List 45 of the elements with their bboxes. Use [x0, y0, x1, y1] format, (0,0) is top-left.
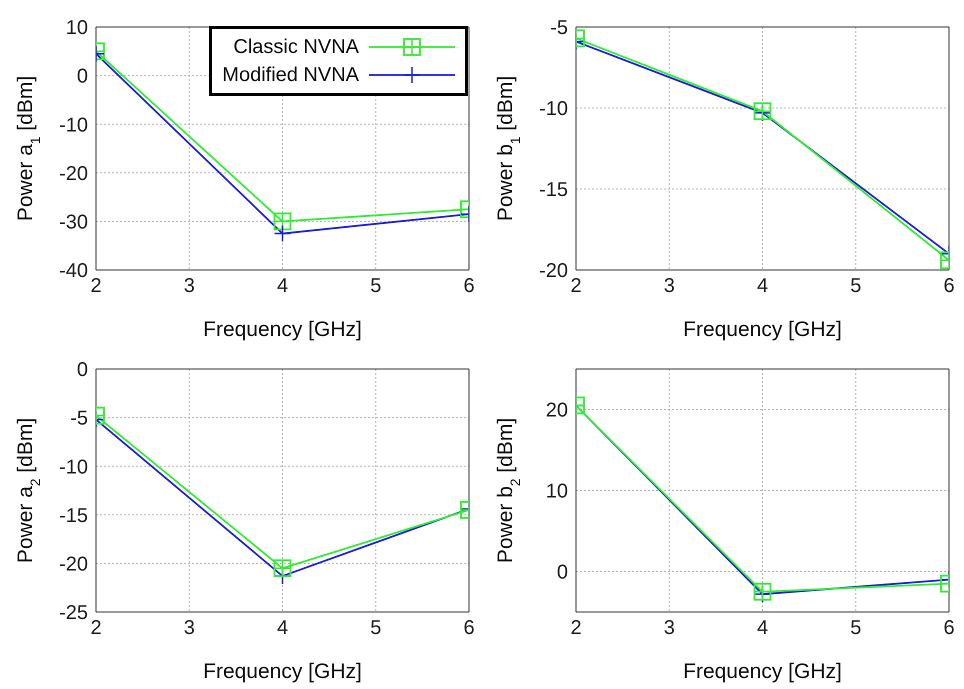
- y-tick-label: -10: [59, 456, 88, 478]
- x-tick-label: 5: [850, 275, 862, 298]
- x-tick-label: 4: [756, 617, 768, 640]
- y-tick-label: -25: [59, 602, 88, 624]
- y-tick-label: -5: [70, 408, 88, 430]
- legend-label: Modified NVNA: [222, 64, 359, 86]
- legend-label: Classic NVNA: [233, 36, 359, 58]
- x-axis-title: Frequency [GHz]: [203, 318, 362, 341]
- y-tick-label: 10: [66, 17, 88, 40]
- x-tick-label: 3: [184, 617, 195, 640]
- x-axis-title: Frequency [GHz]: [683, 660, 842, 683]
- x-tick-label: 2: [570, 275, 582, 298]
- x-tick-label: 5: [370, 617, 382, 640]
- x-tick-label: 6: [943, 275, 955, 298]
- x-tick-label: 6: [463, 275, 475, 298]
- y-tick-label: -15: [59, 504, 88, 527]
- x-tick-label: 2: [90, 275, 102, 298]
- x-tick-label: 2: [90, 617, 102, 640]
- y-tick-label: 0: [76, 359, 88, 382]
- y-tick-label: 20: [546, 400, 568, 422]
- x-tick-label: 3: [664, 275, 675, 298]
- x-tick-label: 5: [850, 617, 862, 640]
- y-tick-label: -20: [59, 162, 88, 185]
- y-tick-label: -5: [550, 17, 568, 40]
- y-tick-label: -10: [59, 114, 88, 136]
- y-tick-label: -10: [539, 98, 568, 120]
- x-tick-label: 2: [570, 617, 582, 640]
- x-tick-label: 6: [943, 617, 955, 640]
- x-tick-label: 4: [276, 275, 288, 298]
- x-axis-title: Frequency [GHz]: [683, 318, 842, 341]
- x-tick-label: 4: [756, 275, 768, 298]
- y-tick-label: -15: [539, 179, 568, 202]
- x-tick-label: 6: [463, 617, 475, 640]
- y-tick-label: 0: [76, 66, 88, 88]
- y-tick-label: -20: [59, 554, 88, 576]
- x-axis-title: Frequency [GHz]: [203, 660, 362, 683]
- y-tick-label: 10: [546, 480, 568, 503]
- x-tick-label: 3: [664, 617, 675, 640]
- x-tick-label: 4: [276, 617, 288, 640]
- y-tick-label: -30: [59, 212, 88, 234]
- x-tick-label: 3: [184, 275, 195, 298]
- y-tick-label: -20: [539, 260, 568, 282]
- x-tick-label: 5: [370, 275, 382, 298]
- y-tick-label: 0: [556, 562, 568, 584]
- y-tick-label: -40: [59, 260, 88, 282]
